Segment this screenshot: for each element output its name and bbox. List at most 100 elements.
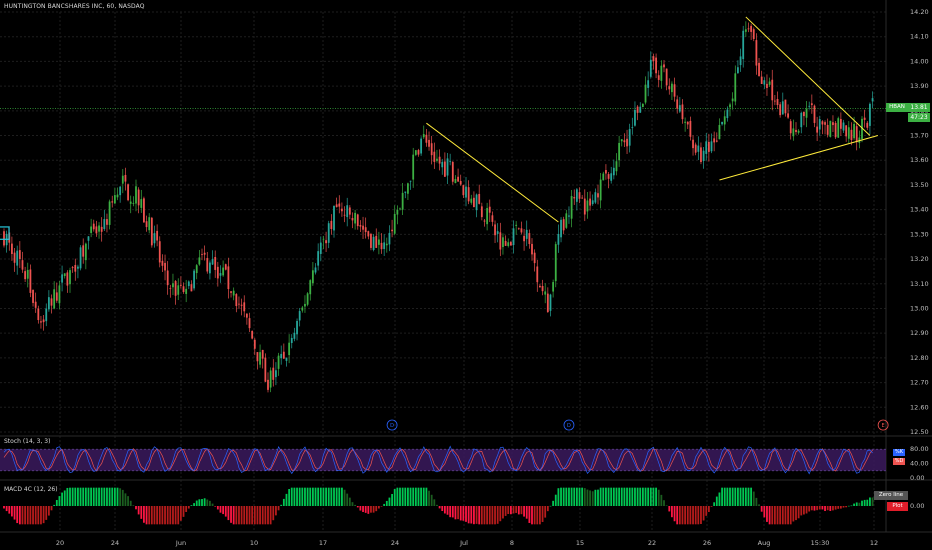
candle-body [399, 208, 401, 210]
candle-body [377, 239, 380, 245]
macd-histogram-bar [63, 490, 66, 506]
candle-body [227, 266, 230, 290]
candle-body [166, 270, 169, 286]
macd-histogram-bar [570, 487, 573, 506]
macd-histogram-bar [855, 502, 858, 506]
candle-body [589, 198, 591, 206]
macd-histogram-bar [3, 506, 5, 509]
macd-histogram-bar [586, 489, 589, 506]
macd-histogram-bar [742, 487, 745, 506]
macd-histogram-bar [285, 493, 288, 506]
macd-histogram-bar [364, 506, 367, 513]
candle-body [261, 349, 264, 359]
macd-histogram-bar [69, 487, 71, 506]
macd-histogram-bar [449, 506, 452, 518]
macd-histogram-bar [166, 506, 169, 525]
candle-body [507, 242, 510, 246]
macd-histogram-bar [578, 487, 581, 506]
macd-histogram-bar [554, 494, 557, 506]
candle-body [341, 208, 343, 212]
candle-body [858, 137, 861, 143]
candle-body [568, 215, 570, 217]
macd-histogram-bar [282, 498, 285, 506]
candle-body [668, 86, 671, 90]
macd-histogram-bar [766, 506, 768, 522]
macd-histogram-bar [583, 488, 586, 506]
candle-body [729, 104, 731, 108]
macd-histogram-bar [77, 487, 79, 506]
macd-histogram-bar [370, 506, 372, 513]
macd-histogram-bar [803, 506, 805, 515]
macd-histogram-bar [177, 506, 180, 525]
macd-histogram-bar [700, 506, 702, 525]
candle-body [486, 208, 489, 225]
macd-histogram-bar [148, 506, 151, 525]
macd-histogram-bar [341, 487, 343, 506]
candle-body [509, 242, 512, 246]
zero-line-badge[interactable]: Zero line [874, 491, 908, 500]
macd-histogram-bar [552, 500, 555, 506]
y-tick-label: 13.00 [910, 304, 929, 312]
macd-histogram-bar [272, 506, 275, 521]
macd-histogram-bar [385, 500, 388, 506]
candle-body [575, 189, 578, 202]
macd-histogram-bar [607, 487, 610, 506]
macd-histogram-bar [393, 489, 396, 506]
candle-body [726, 109, 729, 119]
macd-histogram-bar [441, 506, 444, 512]
stoch-tick-label: 80.00 [910, 445, 929, 453]
macd-histogram-bar [383, 503, 386, 506]
macd-histogram-bar [230, 506, 232, 523]
candle-body [800, 112, 803, 128]
candle-body [301, 307, 304, 311]
macd-histogram-bar [277, 506, 280, 511]
x-tick-label: 22 [648, 539, 656, 547]
macd-histogram-bar [248, 506, 251, 525]
candle-body [663, 64, 665, 68]
candle-body [309, 280, 312, 295]
candle-body [816, 126, 819, 133]
macd-histogram-bar [232, 506, 235, 525]
candle-body [425, 134, 428, 143]
macd-histogram-bar [573, 487, 576, 506]
macd-histogram-bar [581, 487, 584, 506]
macd-histogram-bar [346, 493, 349, 506]
candle-body [771, 79, 774, 101]
stoch-d-badge: %D [893, 458, 905, 465]
candle-body [480, 206, 483, 218]
macd-histogram-bar [293, 487, 296, 506]
candle-body [74, 264, 77, 272]
candle-body [702, 150, 705, 161]
candle-body [636, 106, 639, 113]
event-marker-label: E [882, 423, 885, 429]
candle-body [45, 308, 48, 322]
stoch-label: Stoch (14, 3, 3) [4, 438, 51, 445]
candle-body [847, 127, 850, 139]
macd-histogram-bar [488, 506, 491, 525]
candle-body [71, 267, 74, 269]
y-tick-label: 13.40 [910, 206, 929, 214]
candle-body [502, 237, 504, 248]
candle-body [409, 180, 412, 182]
macd-histogram-bar [119, 488, 122, 506]
macd-histogram-bar [296, 487, 298, 506]
macd-histogram-bar [655, 487, 657, 506]
macd-histogram-bar [752, 491, 755, 506]
macd-histogram-bar [256, 506, 259, 525]
candle-body [164, 262, 166, 271]
macd-histogram-bar [238, 506, 240, 525]
macd-zero-tick: 0.00 [910, 502, 924, 510]
y-tick-label: 13.20 [910, 255, 929, 263]
macd-histogram-bar [605, 487, 607, 506]
macd-histogram-bar [702, 506, 705, 521]
candle-body [58, 285, 61, 304]
candle-body [723, 116, 726, 125]
trendline [426, 122, 559, 223]
candle-body [380, 242, 383, 250]
macd-histogram-bar [694, 506, 697, 525]
plot-badge[interactable]: Plot [887, 502, 908, 511]
macd-histogram-bar [5, 506, 8, 512]
candle-body [705, 141, 708, 154]
candle-body [259, 352, 261, 365]
